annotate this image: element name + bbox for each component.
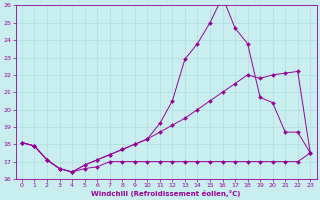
X-axis label: Windchill (Refroidissement éolien,°C): Windchill (Refroidissement éolien,°C) [92,190,241,197]
